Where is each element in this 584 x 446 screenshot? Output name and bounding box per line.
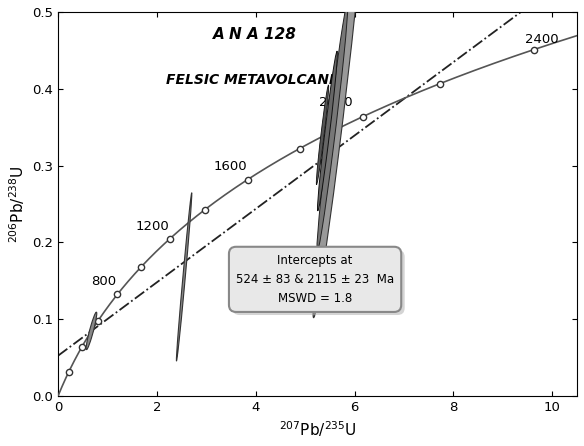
Ellipse shape <box>317 3 348 251</box>
Text: 1200: 1200 <box>135 220 169 233</box>
Ellipse shape <box>317 85 329 185</box>
Text: 800: 800 <box>91 275 116 288</box>
Y-axis label: $^{206}$Pb/$^{238}$U: $^{206}$Pb/$^{238}$U <box>7 165 27 243</box>
Text: 2400: 2400 <box>524 33 558 45</box>
Text: 1600: 1600 <box>214 161 247 173</box>
Ellipse shape <box>86 312 97 350</box>
Ellipse shape <box>318 51 338 211</box>
Text: FELSIC METAVOLCANIC: FELSIC METAVOLCANIC <box>166 74 345 87</box>
Text: Intercepts at
524 ± 83 & 2115 ± 23  Ma
MSWD = 1.8: Intercepts at 524 ± 83 & 2115 ± 23 Ma MS… <box>239 257 398 308</box>
Text: Intercepts at
524 ± 83 & 2115 ± 23  Ma
MSWD = 1.8: Intercepts at 524 ± 83 & 2115 ± 23 Ma MS… <box>236 254 394 305</box>
X-axis label: $^{207}$Pb/$^{235}$U: $^{207}$Pb/$^{235}$U <box>279 419 356 439</box>
Ellipse shape <box>313 0 361 318</box>
Text: A N A 128: A N A 128 <box>213 27 297 42</box>
Ellipse shape <box>176 193 192 361</box>
Text: 2000: 2000 <box>319 96 353 109</box>
